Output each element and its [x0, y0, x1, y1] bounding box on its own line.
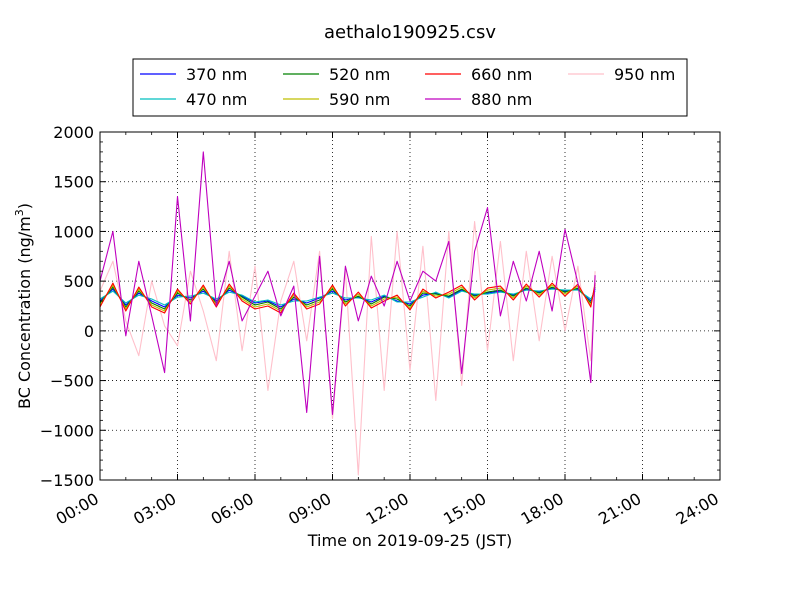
chart-title: aethalo190925.csv: [324, 22, 496, 43]
y-tick-label: 0: [84, 322, 94, 341]
legend-item-880-nm-label: 880 nm: [471, 90, 532, 109]
legend-item-370-nm-label: 370 nm: [186, 65, 247, 84]
y-tick-label: 1500: [53, 173, 94, 192]
legend-item-470-nm-label: 470 nm: [186, 90, 247, 109]
legend-item-520-nm-label: 520 nm: [329, 65, 390, 84]
series-line-660-nm: [99, 282, 596, 314]
y-tick-label: −500: [50, 372, 94, 391]
y-axis-label: BC Concentration (ng/m3): [13, 203, 34, 409]
legend: 370 nm 470 nm 520 nm 590 nm 660 nm 880 nm 950 …: [132, 58, 688, 117]
y-axis-label-main: BC Concentration (ng/m: [15, 216, 34, 409]
y-tick-label: 2000: [53, 123, 94, 142]
series-line-880-nm: [99, 151, 596, 415]
legend-item-660-nm-label: 660 nm: [471, 65, 532, 84]
y-tick-labels: 2000 1500 1000 500 0 −500 −1000 −1500: [40, 123, 94, 490]
y-axis-label-superscript: 3: [13, 209, 26, 216]
grid-lines: [100, 132, 720, 480]
legend-box: [132, 58, 688, 117]
y-axis-label-end: ): [15, 203, 34, 209]
y-tick-label: 500: [63, 272, 94, 291]
y-tick-label: −1000: [40, 421, 94, 440]
series-lines: [99, 151, 596, 476]
legend-item-590-nm-label: 590 nm: [329, 90, 390, 109]
y-tick-label: 1000: [53, 222, 94, 241]
series-line-950-nm: [99, 220, 596, 476]
y-tick-label: −1500: [40, 471, 94, 490]
x-axis-label: Time on 2019-09-25 (JST): [307, 531, 512, 550]
axis-ticks: [99, 131, 721, 481]
legend-item-950-nm-label: 950 nm: [614, 65, 675, 84]
